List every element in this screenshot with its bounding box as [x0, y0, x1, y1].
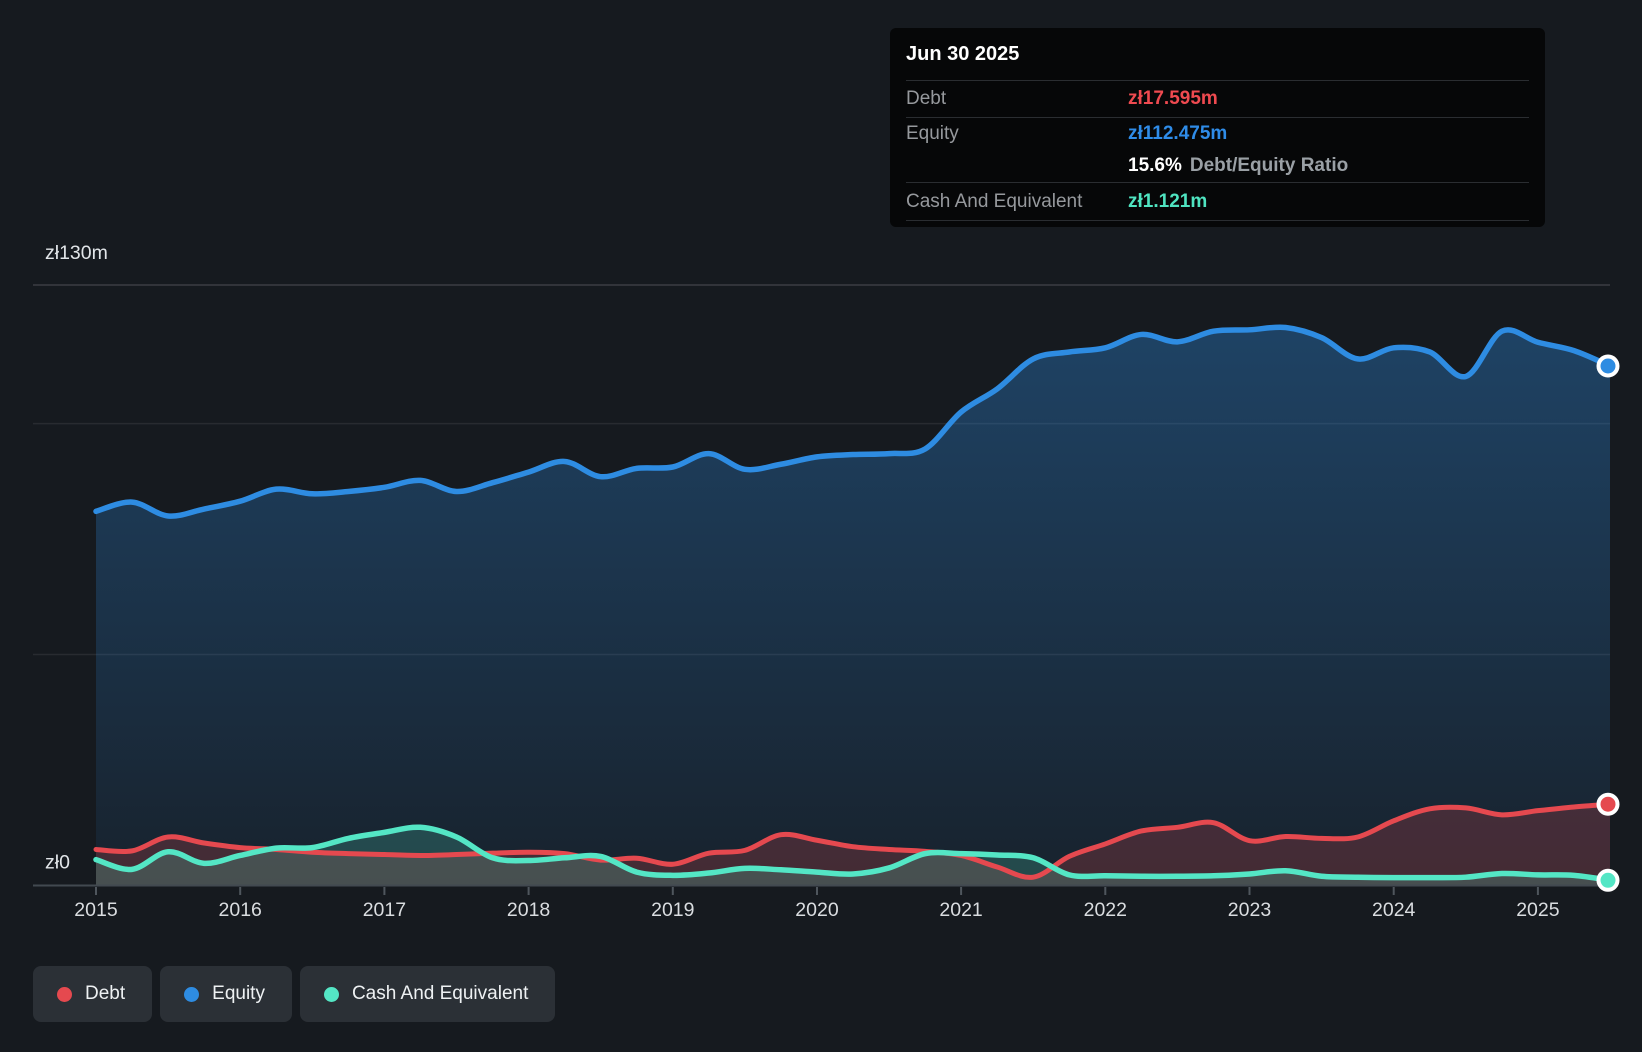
x-axis-label-2017: 2017 — [363, 899, 406, 921]
legend-cash-label: Cash And Equivalent — [351, 983, 529, 1004]
cash-line — [93, 824, 1613, 884]
debt-dot-icon — [57, 986, 72, 1002]
tooltip-cash-label: Cash And Equivalent — [906, 190, 1083, 212]
x-axis-label-2016: 2016 — [219, 899, 262, 921]
x-axis-label-2020: 2020 — [795, 899, 839, 921]
legend: Debt Equity Cash And Equivalent — [33, 966, 556, 1022]
equity-line — [93, 324, 1613, 519]
debt-endpoint-marker — [1596, 792, 1620, 816]
legend-equity-label: Equity — [212, 983, 265, 1004]
tooltip: Jun 30 2025 Debt zł17.595m Equity zł112.… — [890, 28, 1545, 227]
x-axis-label-2025: 2025 — [1516, 899, 1560, 921]
debt-area — [96, 804, 1610, 886]
equity-dot-icon — [184, 986, 200, 1002]
tooltip-row-cash: Cash And Equivalent zł1.121m — [906, 183, 1529, 221]
tooltip-ratio-value: 15.6% — [1128, 155, 1182, 176]
tooltip-cash-value: zł1.121m — [1128, 190, 1208, 212]
tooltip-equity-label: Equity — [906, 123, 959, 144]
equity-endpoint-marker — [1596, 354, 1620, 378]
tooltip-debt-label: Debt — [906, 88, 947, 109]
x-axis-label-2024: 2024 — [1372, 899, 1416, 921]
cash-endpoint-marker — [1596, 868, 1620, 892]
x-axis-label-2022: 2022 — [1084, 899, 1127, 921]
tooltip-ratio-label: Debt/Equity Ratio — [1189, 155, 1349, 176]
tooltip-row-equity: Equity zł112.475m — [906, 118, 1529, 150]
tooltip-row-debt: Debt zł17.595m — [906, 81, 1529, 118]
y-axis-label-0: zł0 — [45, 852, 70, 874]
x-axis-label-2023: 2023 — [1228, 899, 1271, 921]
cash-dot-icon — [323, 986, 339, 1002]
tooltip-debt-value: zł17.595m — [1128, 88, 1218, 109]
legend-item-cash[interactable]: Cash And Equivalent — [299, 966, 556, 1022]
tooltip-equity-value: zł112.475m — [1128, 123, 1228, 144]
cash-area — [96, 827, 1610, 886]
x-axis-label-2021: 2021 — [939, 899, 982, 921]
legend-item-debt[interactable]: Debt — [33, 966, 153, 1022]
debt-line — [93, 801, 1613, 880]
x-axis-label-2015: 2015 — [74, 899, 118, 921]
y-axis-label-130: zł130m — [45, 242, 108, 264]
legend-debt-label: Debt — [85, 983, 126, 1004]
tooltip-date: Jun 30 2025 — [906, 28, 1529, 81]
x-axis-label-2019: 2019 — [651, 899, 694, 921]
tooltip-row-ratio: 15.6% Debt/Equity Ratio — [906, 150, 1529, 183]
x-axis-label-2018: 2018 — [507, 899, 550, 921]
legend-item-equity[interactable]: Equity — [160, 966, 292, 1022]
equity-area — [96, 327, 1610, 886]
